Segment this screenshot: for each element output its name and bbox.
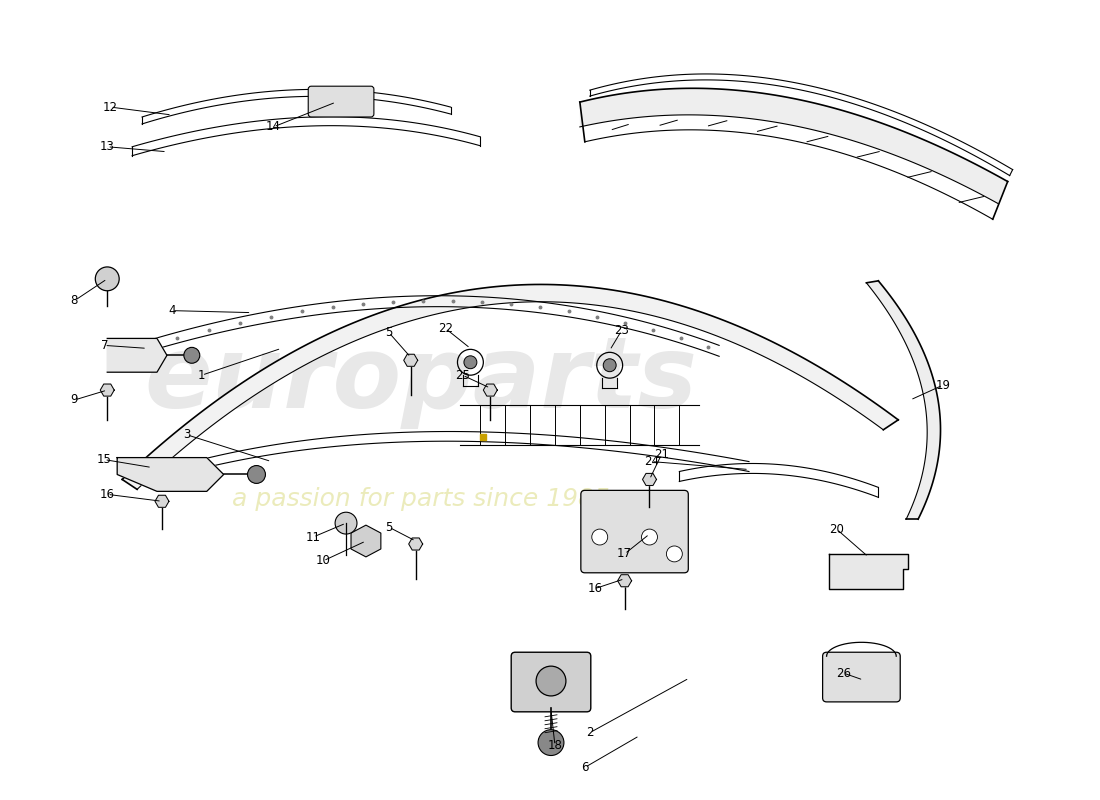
FancyBboxPatch shape [823, 652, 900, 702]
Text: 4: 4 [168, 304, 176, 317]
Polygon shape [351, 525, 381, 557]
Circle shape [641, 529, 658, 545]
Circle shape [538, 730, 564, 755]
Text: 17: 17 [617, 547, 632, 561]
Text: 13: 13 [100, 140, 114, 154]
Polygon shape [409, 538, 422, 550]
Text: 24: 24 [644, 455, 659, 468]
Text: 23: 23 [614, 324, 629, 337]
Text: 21: 21 [653, 448, 669, 461]
Text: 9: 9 [70, 394, 78, 406]
Circle shape [592, 529, 607, 545]
Polygon shape [828, 554, 909, 589]
FancyBboxPatch shape [512, 652, 591, 712]
Text: 6: 6 [581, 761, 589, 774]
Text: 15: 15 [97, 453, 112, 466]
Circle shape [336, 512, 358, 534]
Polygon shape [867, 281, 940, 519]
Polygon shape [107, 338, 167, 372]
Text: 16: 16 [100, 488, 114, 501]
Text: a passion for parts since 1985: a passion for parts since 1985 [232, 487, 609, 511]
Polygon shape [483, 384, 497, 396]
Circle shape [536, 666, 565, 696]
Text: 1: 1 [198, 369, 206, 382]
Circle shape [667, 546, 682, 562]
Text: 19: 19 [935, 378, 950, 392]
Circle shape [184, 347, 200, 363]
Text: 5: 5 [385, 326, 393, 339]
Polygon shape [155, 495, 169, 507]
Polygon shape [580, 88, 1008, 203]
Polygon shape [122, 285, 899, 490]
Text: 8: 8 [70, 294, 78, 307]
Text: 18: 18 [548, 739, 562, 752]
FancyBboxPatch shape [581, 490, 689, 573]
Text: 5: 5 [385, 521, 393, 534]
Circle shape [248, 466, 265, 483]
Circle shape [96, 267, 119, 290]
FancyBboxPatch shape [308, 86, 374, 117]
Text: 16: 16 [587, 582, 603, 595]
Text: 11: 11 [306, 530, 321, 543]
Text: 3: 3 [184, 428, 190, 442]
Text: 2: 2 [586, 726, 594, 739]
Polygon shape [118, 458, 223, 491]
Polygon shape [100, 384, 114, 396]
Text: 20: 20 [829, 522, 844, 535]
Text: 7: 7 [100, 339, 108, 352]
Circle shape [464, 356, 477, 369]
Text: 25: 25 [455, 369, 470, 382]
Polygon shape [618, 574, 631, 586]
Text: 10: 10 [316, 554, 331, 567]
Text: 22: 22 [438, 322, 453, 335]
Circle shape [603, 358, 616, 372]
Text: 14: 14 [266, 121, 280, 134]
Polygon shape [642, 474, 657, 486]
Text: europarts: europarts [144, 332, 697, 429]
Text: 12: 12 [102, 101, 118, 114]
Polygon shape [404, 354, 418, 366]
Text: 26: 26 [836, 666, 851, 679]
